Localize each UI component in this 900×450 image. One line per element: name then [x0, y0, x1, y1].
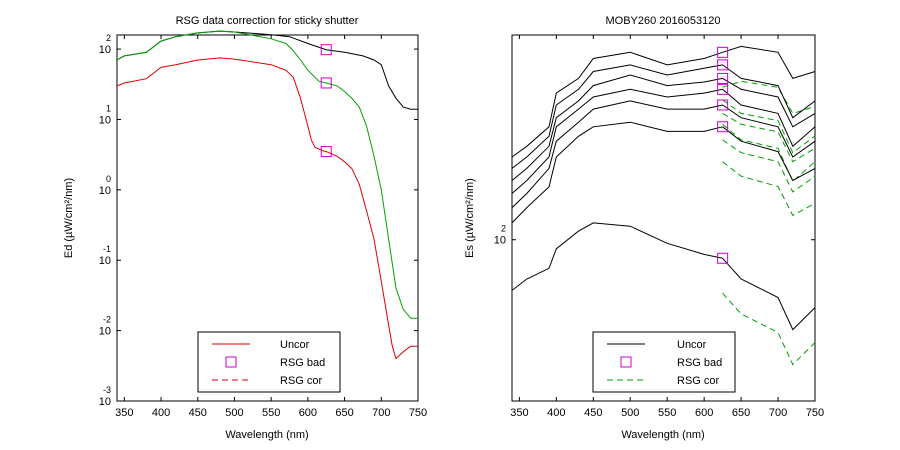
left-y-tick-base: 10: [99, 326, 111, 338]
right-rsg-bad-marker: [717, 46, 729, 58]
left-legend-label-uncor: Uncor: [280, 339, 310, 351]
right-series-rsg-cor-4: [722, 139, 816, 193]
right-x-tick-label: 600: [695, 407, 713, 419]
left-y-tick-base: 10: [99, 255, 111, 267]
right-series-rsg-cor-6: [722, 292, 816, 366]
right-rsg-bad-marker: [717, 121, 729, 133]
right-rsg-bad-marker: [717, 252, 729, 264]
right-series-rsg-cor-0: [722, 80, 816, 114]
right-legend-swatch-rsg-bad: [620, 356, 632, 368]
right-series-uncor-5: [511, 121, 723, 224]
left-markers-group: [320, 44, 332, 158]
left-x-tick-label: 350: [115, 407, 133, 419]
left-x-axis: 350 400 450 500 550 600 650 700 750: [115, 35, 427, 419]
right-x-tick-label: 750: [806, 407, 824, 419]
right-series-uncor-2: [511, 74, 723, 181]
left-y-tick-base: 10: [99, 185, 111, 197]
left-chart: RSG data correction for sticky shutter 3…: [63, 15, 427, 441]
left-x-tick-label: 600: [299, 407, 317, 419]
left-chart-title: RSG data correction for sticky shutter: [176, 15, 359, 27]
left-y-tick-exp: 2: [106, 33, 111, 43]
left-x-tick-label: 650: [335, 407, 353, 419]
left-x-tick-label: 550: [262, 407, 280, 419]
left-y-tick-exp: -1: [103, 244, 111, 254]
right-y-label: Es (µW/cm²/nm): [464, 178, 476, 258]
right-chart-title: MOBY260 2016053120: [606, 15, 721, 27]
right-x-tick-label: 700: [769, 407, 787, 419]
right-series-uncor-6: [511, 222, 723, 291]
right-series-rsg-cor-2: [722, 112, 816, 163]
right-series-uncor-tail-0: [722, 45, 816, 79]
right-x-tick-label: 350: [510, 407, 528, 419]
right-series-group: [511, 45, 816, 366]
left-y-label: Ed (µW/cm²/nm): [63, 178, 75, 258]
right-y-tick-exp: 2: [501, 224, 506, 234]
left-legend-box: [197, 331, 341, 393]
left-y-tick-exp: 1: [106, 103, 111, 113]
right-x-label: Wavelength (nm): [621, 429, 704, 441]
right-series-uncor-4: [511, 100, 723, 208]
left-rsg-bad-marker: [320, 77, 332, 89]
left-series-line-1: [116, 30, 418, 319]
left-y-tick-exp: -2: [103, 315, 111, 325]
right-x-tick-label: 400: [547, 407, 565, 419]
right-series-uncor-0: [511, 51, 723, 158]
left-legend: Uncor RSG bad RSG cor: [197, 331, 341, 393]
right-x-tick-label: 650: [732, 407, 750, 419]
left-legend-label-rsg-bad: RSG bad: [280, 357, 325, 369]
right-legend-label-rsg-bad: RSG bad: [677, 357, 722, 369]
right-series-uncor-3: [511, 88, 723, 194]
right-rsg-bad-marker: [717, 83, 729, 95]
left-x-tick-label: 500: [225, 407, 243, 419]
right-chart: MOBY260 2016053120 350 400 450 500 550 600 650…: [464, 15, 824, 441]
left-y-tick-base: 10: [99, 114, 111, 126]
left-legend-label-rsg-cor: RSG cor: [280, 375, 323, 387]
right-series-uncor-tail-4: [722, 104, 816, 158]
right-y-axis: 102: [494, 224, 815, 247]
left-y-tick-base: 10: [99, 44, 111, 56]
left-rsg-bad-marker: [320, 146, 332, 158]
right-rsg-bad-marker: [717, 59, 729, 71]
right-series-rsg-cor-3: [722, 123, 816, 183]
right-y-tick-base: 10: [494, 235, 506, 247]
right-series-uncor-tail-3: [722, 88, 816, 148]
right-x-tick-label: 500: [621, 407, 639, 419]
right-x-axis: 350 400 450 500 550 600 650 700 750: [510, 35, 824, 419]
right-series-uncor-tail-1: [722, 64, 816, 119]
right-series-rsg-cor-1: [722, 99, 816, 154]
left-x-tick-label: 750: [409, 407, 427, 419]
right-series-uncor-tail-2: [722, 77, 816, 128]
right-series-rsg-cor-5: [722, 161, 816, 217]
right-legend-box: [592, 331, 736, 393]
left-x-tick-label: 450: [189, 407, 207, 419]
left-x-label: Wavelength (nm): [225, 429, 308, 441]
right-series-uncor-tail-5: [722, 126, 816, 182]
right-x-tick-label: 550: [658, 407, 676, 419]
right-series-uncor-1: [511, 64, 723, 169]
right-rsg-bad-marker: [717, 72, 729, 84]
right-legend-label-uncor: Uncor: [677, 339, 707, 351]
right-legend: Uncor RSG bad RSG cor: [592, 331, 736, 393]
left-x-tick-label: 700: [372, 407, 390, 419]
left-legend-swatch-rsg-bad: [225, 356, 237, 368]
right-series-uncor-tail-6: [722, 257, 816, 331]
left-series-line-2: [116, 57, 418, 360]
right-markers-group: [717, 46, 729, 264]
left-rsg-bad-marker: [320, 44, 332, 56]
left-y-tick-base: 10: [99, 396, 111, 408]
left-y-tick-exp: 0: [106, 174, 111, 184]
left-y-tick-exp: -3: [103, 385, 111, 395]
right-rsg-bad-marker: [717, 99, 729, 111]
left-x-tick-label: 400: [152, 407, 170, 419]
right-legend-label-rsg-cor: RSG cor: [677, 375, 720, 387]
left-series-group: [116, 30, 418, 360]
right-x-tick-label: 450: [584, 407, 602, 419]
